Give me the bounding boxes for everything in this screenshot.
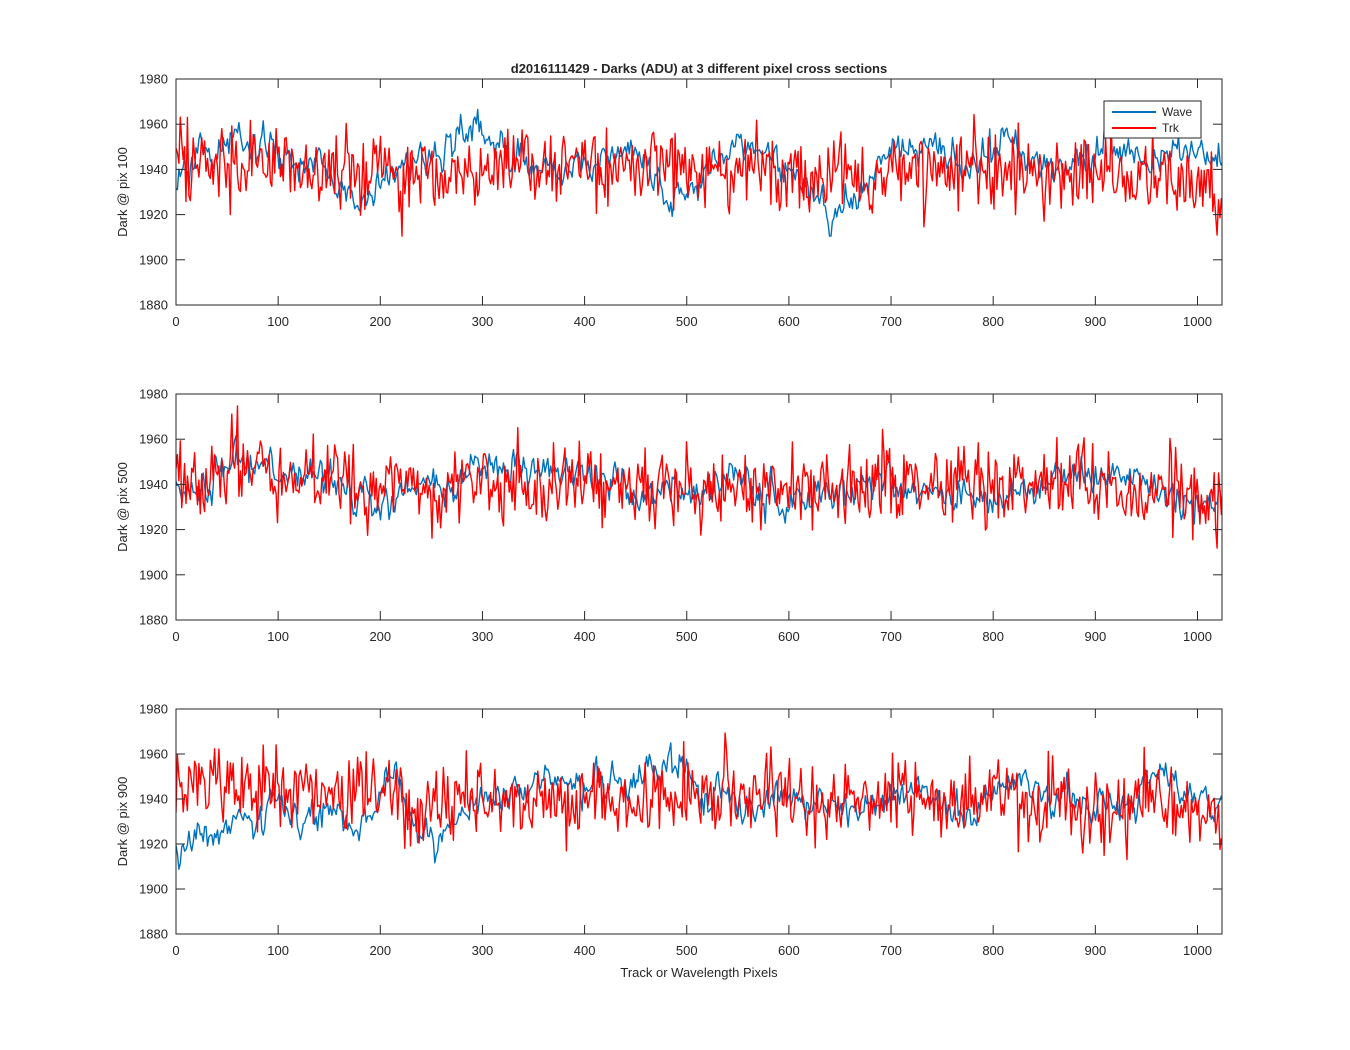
x-tick-label: 600 [778, 629, 800, 644]
x-tick-label: 200 [369, 629, 391, 644]
y-tick-label: 1880 [139, 927, 168, 942]
x-tick-label: 800 [982, 943, 1004, 958]
y-tick-label: 1940 [139, 792, 168, 807]
y-tick-label: 1920 [139, 207, 168, 222]
legend: Wave Trk [1103, 100, 1202, 139]
series-line-trk [176, 405, 1222, 549]
x-tick-label: 1000 [1183, 943, 1212, 958]
x-tick-label: 500 [676, 314, 698, 329]
y-tick-label: 1960 [139, 432, 168, 447]
y-tick-label: 1980 [139, 387, 168, 402]
x-tick-label: 400 [574, 314, 596, 329]
y-axis-label: Dark @ pix 900 [115, 777, 130, 867]
x-tick-label: 500 [676, 629, 698, 644]
x-tick-label: 1000 [1183, 629, 1212, 644]
x-tick-label: 600 [778, 314, 800, 329]
x-tick-label: 100 [267, 629, 289, 644]
legend-label-trk: Trk [1162, 121, 1180, 135]
plot-area [176, 709, 1222, 934]
x-tick-label: 400 [574, 943, 596, 958]
x-tick-label: 0 [172, 943, 179, 958]
y-axis-label: Dark @ pix 500 [115, 462, 130, 552]
x-tick-label: 400 [574, 629, 596, 644]
x-tick-label: 600 [778, 943, 800, 958]
x-tick-label: 1000 [1183, 314, 1212, 329]
panel-dark-pix-900: 0 100 200 300 400 500 600 700 800 900 1000 1880 1900… [115, 702, 1223, 958]
x-tick-label: 500 [676, 943, 698, 958]
axes-box [175, 78, 1223, 306]
y-tick-label: 1940 [139, 162, 168, 177]
y-tick-label: 1900 [139, 252, 168, 267]
x-tick-label: 0 [172, 629, 179, 644]
y-tick-label: 1900 [139, 567, 168, 582]
x-tick-label: 300 [472, 943, 494, 958]
chart-title: d2016111429 - Darks (ADU) at 3 different… [511, 61, 887, 76]
y-tick-label: 1960 [139, 117, 168, 132]
series-line-trk [176, 113, 1222, 237]
y-tick-label: 1980 [139, 702, 168, 717]
x-tick-label: 200 [369, 314, 391, 329]
x-tick-label: 700 [880, 314, 902, 329]
y-tick-label: 1900 [139, 882, 168, 897]
y-tick-label: 1920 [139, 837, 168, 852]
x-tick-label: 100 [267, 314, 289, 329]
axes-box [175, 708, 1223, 935]
x-tick-label: 200 [369, 943, 391, 958]
series-line-trk [176, 732, 1222, 861]
y-tick-label: 1880 [139, 298, 168, 313]
x-tick-label: 700 [880, 943, 902, 958]
x-tick-label: 0 [172, 314, 179, 329]
y-axis-label: Dark @ pix 100 [115, 147, 130, 237]
x-axis-label: Track or Wavelength Pixels [620, 965, 778, 980]
y-tick-label: 1980 [139, 72, 168, 87]
x-tick-label: 900 [1084, 314, 1106, 329]
x-tick-label: 800 [982, 629, 1004, 644]
x-tick-label: 100 [267, 943, 289, 958]
y-tick-label: 1920 [139, 522, 168, 537]
legend-label-wave: Wave [1162, 105, 1193, 119]
x-tick-label: 700 [880, 629, 902, 644]
x-tick-label: 300 [472, 629, 494, 644]
panel-dark-pix-500: 0 100 200 300 400 500 600 700 800 900 1000 1880 1900… [115, 387, 1223, 644]
legend-box [1103, 100, 1202, 139]
y-tick-label: 1960 [139, 747, 168, 762]
y-tick-label: 1940 [139, 477, 168, 492]
x-tick-label: 900 [1084, 943, 1106, 958]
x-tick-label: 300 [472, 314, 494, 329]
x-tick-label: 900 [1084, 629, 1106, 644]
axes-box [175, 393, 1223, 621]
panel-dark-pix-100: 0 100 200 300 400 500 600 700 800 900 1000 1880 1900… [115, 72, 1223, 329]
x-tick-label: 800 [982, 314, 1004, 329]
y-tick-label: 1880 [139, 613, 168, 628]
